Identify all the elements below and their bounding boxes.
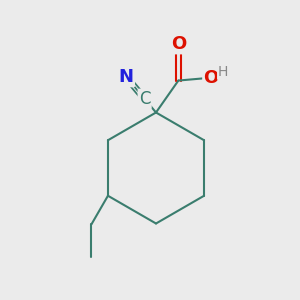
Text: N: N: [118, 68, 134, 86]
Text: C: C: [139, 90, 150, 108]
Text: O: O: [171, 35, 186, 53]
Text: H: H: [218, 65, 228, 79]
Text: O: O: [204, 69, 219, 87]
